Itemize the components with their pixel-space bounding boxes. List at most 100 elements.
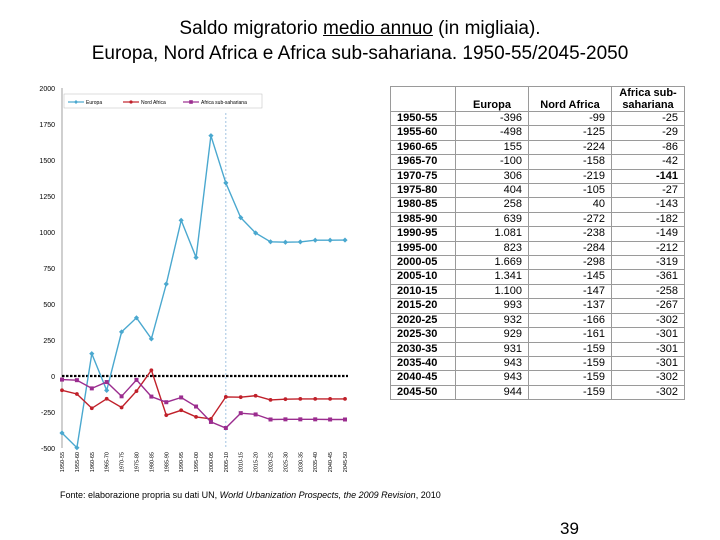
x-tick-label: 1990-95 [179,452,185,472]
x-tick-label: 1995-00 [194,452,200,472]
data-point-africa-ss [119,394,124,399]
data-point-europa [297,239,303,245]
title-pre: Saldo migratorio [179,18,324,39]
y-tick-label: 500 [43,302,55,309]
data-point-nord-africa [209,417,213,421]
table-row: 2015-20 993 -137 -267 [390,298,685,314]
data-point-europa [267,239,274,245]
y-tick-label: 2000 [39,86,55,93]
legend-box [63,93,263,109]
x-tick-label: 1965-70 [105,452,111,472]
table-row: 2020-25 932 -166 -302 [390,312,685,329]
page-number: 39 [560,519,579,538]
x-tick-label: 2020-25 [269,452,275,472]
table-cell-nord-africa: 40 [528,197,612,213]
table-header-africa-ss: Africa sub-sahariana [611,86,685,112]
data-point-europa [118,329,125,335]
data-point-nord-africa [179,408,184,413]
table-cell-europa: -100 [455,154,529,170]
table-cell-europa: 1.341 [455,269,529,285]
table-cell-period: 1980-85 [390,197,456,213]
legend-label: Nord Africa [141,100,166,106]
table-row: 1985-90 639 -272 -182 [390,211,685,228]
source-note: Fonte: elaborazione propria su dati UN, … [60,490,441,500]
table-cell-period: 2035-40 [390,355,456,372]
table-cell-period: 1950-55 [390,110,456,127]
table-row: 1955-60 -498 -125 -29 [390,125,685,141]
data-point-europa [193,254,199,261]
legend-label: Europa [86,100,102,106]
table-cell-europa: 931 [455,341,529,357]
table-cell-europa: 943 [455,355,529,372]
table-cell-africa-ss: -25 [611,110,685,127]
table-cell-europa: 404 [455,183,529,199]
data-point-nord-africa [149,368,154,373]
data-point-africa-ss [298,417,303,422]
table-header-nord-africa: Nord Africa [528,86,612,112]
table-cell-period: 2045-50 [390,384,456,401]
table-cell-nord-africa: -166 [528,312,612,329]
table-cell-europa: 258 [455,197,529,213]
source-pre: Fonte: elaborazione propria su dati UN, [60,490,220,500]
x-tick-label: 2040-45 [328,452,334,472]
table-header-africa-ss-text: Africa sub-sahariana [619,87,677,111]
x-tick-label: 1950-55 [60,452,66,472]
table-cell-period: 2015-20 [390,298,456,314]
table-row: 2010-15 1.100 -147 -258 [390,283,685,300]
table-header-period [390,86,456,112]
table-row: 2005-10 1.341 -145 -361 [390,269,685,285]
data-point-europa [312,237,318,243]
data-point-nord-africa [328,396,333,401]
table-cell-nord-africa: -159 [528,341,612,357]
table-cell-nord-africa: -224 [528,139,612,156]
table-cell-europa: 306 [455,168,529,185]
data-point-africa-ss [149,394,154,399]
data-point-africa-ss [194,404,199,409]
table-cell-europa: 943 [455,370,529,386]
page-title-line2: Europa, Nord Africa e Africa sub-saharia… [91,43,629,64]
table-row: 1965-70 -100 -158 -42 [390,154,685,170]
x-tick-label: 2025-30 [283,452,289,472]
table-header-europa: Europa [455,86,529,112]
y-tick-label: -250 [41,410,55,417]
table-cell-nord-africa: -145 [528,269,612,285]
table-cell-nord-africa: -147 [528,283,612,300]
table-cell-africa-ss: -212 [611,240,685,257]
table-cell-europa: 1.081 [455,226,529,242]
table-cell-nord-africa: -105 [528,183,612,199]
table-cell-period: 1985-90 [390,211,456,228]
table-cell-nord-africa: -238 [528,226,612,242]
table-row: 1970-75 306 -219 -141 [390,168,685,185]
y-tick-label: 0 [51,374,55,381]
data-point-africa-ss [74,378,79,383]
data-point-africa-ss [223,425,228,430]
table-row: 2000-05 1.669 -298 -319 [390,255,685,271]
table-cell-europa: -498 [455,125,529,141]
data-point-europa [327,237,333,243]
table-row: 2030-35 931 -159 -301 [390,341,685,357]
data-point-nord-africa [253,393,258,398]
data-point-nord-africa [313,396,318,401]
y-tick-label: 1000 [39,230,55,237]
table-cell-nord-africa: -219 [528,168,612,185]
table-cell-nord-africa: -159 [528,384,612,401]
table-row: 2035-40 943 -159 -301 [390,355,685,372]
x-tick-label: 1975-80 [134,452,140,472]
data-point-africa-ss [164,400,169,405]
x-tick-label: 1985-90 [164,452,170,472]
data-point-nord-africa [283,397,288,402]
table-cell-africa-ss: -301 [611,355,685,372]
data-point-europa [342,237,348,243]
table-cell-period: 1955-60 [390,125,456,141]
table-row: 2045-50 944 -159 -302 [390,384,685,401]
data-point-nord-africa [343,396,347,401]
table-cell-nord-africa: -99 [528,110,612,127]
table-cell-europa: 1.100 [455,283,529,300]
y-tick-label: 750 [43,266,55,273]
data-point-europa [208,133,214,139]
y-tick-label: 1250 [39,194,55,201]
data-point-europa [89,351,95,357]
table-cell-europa: 155 [455,139,529,156]
table-cell-nord-africa: -137 [528,298,612,314]
table-cell-africa-ss: -42 [611,154,685,170]
